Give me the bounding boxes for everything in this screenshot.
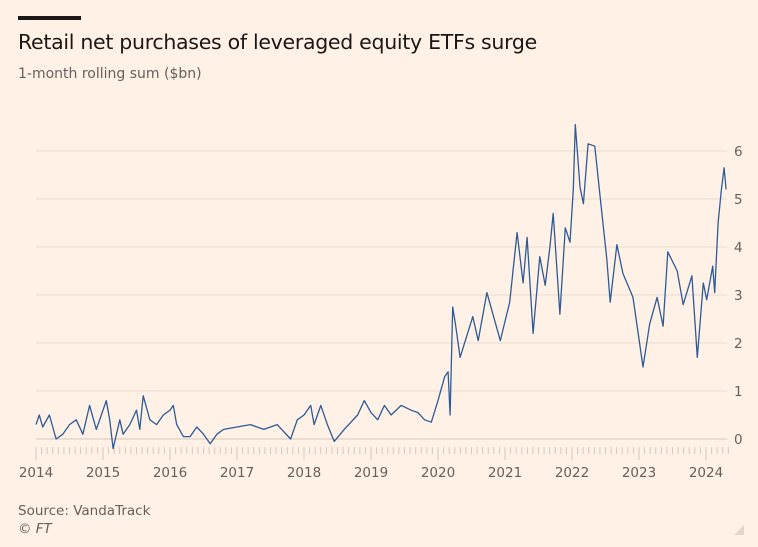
- x-tick-label: 2019: [354, 465, 388, 481]
- series-line: [35, 123, 727, 450]
- resize-handle-icon: [734, 525, 744, 535]
- y-tick-label: 4: [734, 240, 743, 256]
- copyright: © FT: [18, 521, 52, 537]
- x-tick-label: 2014: [19, 465, 53, 481]
- x-tick-label: 2017: [220, 465, 254, 481]
- x-tick-label: 2018: [287, 465, 321, 481]
- x-axis: 2014 2015 2016 2017 2018 2019 2020 2021 2022 2023…: [19, 447, 729, 481]
- x-tick-label: 2021: [488, 465, 522, 481]
- x-tick-label: 2016: [153, 465, 187, 481]
- x-tick-label: 2015: [86, 465, 120, 481]
- chart-title: Retail net purchases of leveraged equity…: [18, 30, 537, 54]
- y-axis: 0 1 2 3 4 5 6: [734, 144, 743, 448]
- y-tick-label: 3: [734, 288, 743, 304]
- y-tick-label: 2: [734, 336, 743, 352]
- y-tick-label: 0: [734, 432, 743, 448]
- y-tick-label: 1: [734, 384, 743, 400]
- chart-subtitle: 1-month rolling sum ($bn): [18, 66, 202, 82]
- x-tick-label: 2024: [689, 465, 723, 481]
- y-tick-label: 5: [734, 192, 743, 208]
- ft-header-bar: [18, 16, 81, 20]
- x-tick-label: 2023: [622, 465, 656, 481]
- gridlines: [36, 150, 727, 440]
- x-tick-label: 2022: [555, 465, 589, 481]
- y-tick-label: 6: [734, 144, 743, 160]
- x-tick-label: 2020: [421, 465, 455, 481]
- source-note: Source: VandaTrack: [18, 503, 151, 519]
